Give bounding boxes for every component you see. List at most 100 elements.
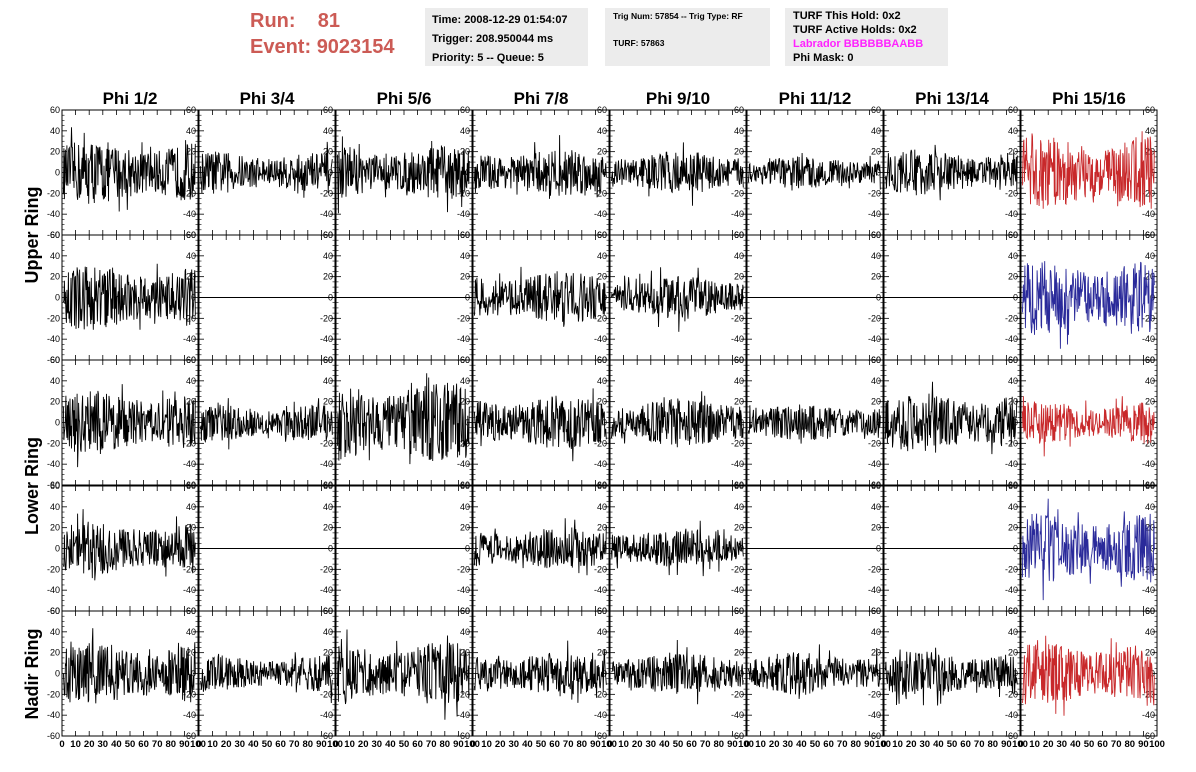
waveform-trace <box>610 267 744 332</box>
y-tick-label: 20 <box>460 648 470 658</box>
y-tick-label: 20 <box>50 648 60 658</box>
x-tick-label: 90 <box>727 739 738 750</box>
y-tick-label: 20 <box>871 523 881 533</box>
y-tick-label: -20 <box>1142 564 1155 574</box>
x-tick-label: 30 <box>509 739 520 750</box>
y-tick-label: -20 <box>457 564 470 574</box>
waveform-trace <box>199 652 333 704</box>
turf-num-text: TURF: 57863 <box>613 38 665 48</box>
y-tick-label: 40 <box>186 502 196 512</box>
x-tick-label: 60 <box>549 739 560 750</box>
y-tick-label: 0 <box>328 669 333 679</box>
y-tick-label: 60 <box>186 481 196 491</box>
y-tick-label: 60 <box>1145 481 1155 491</box>
y-tick-label: 20 <box>323 272 333 282</box>
y-tick-label: 20 <box>1008 523 1018 533</box>
y-tick-label: -20 <box>594 313 607 323</box>
ring-label-1: Upper Ring <box>22 187 42 284</box>
y-tick-label: -60 <box>731 731 744 741</box>
y-tick-label: -20 <box>320 689 333 699</box>
trigger-text: Trigger: 208.950044 ms <box>432 33 554 45</box>
x-tick-label: 80 <box>714 739 725 750</box>
y-tick-label: 60 <box>186 606 196 616</box>
y-tick-label: 40 <box>1145 251 1155 261</box>
column-title-4: Phi 7/8 <box>514 89 569 108</box>
y-tick-label: 20 <box>50 397 60 407</box>
y-tick-label: -20 <box>868 438 881 448</box>
x-tick-label: 20 <box>358 739 369 750</box>
y-tick-label: -60 <box>183 731 196 741</box>
y-tick-label: 60 <box>323 606 333 616</box>
y-tick-label: 40 <box>186 376 196 386</box>
y-tick-label: -20 <box>731 438 744 448</box>
x-tick-label: 80 <box>1125 739 1136 750</box>
y-tick-label: 60 <box>50 230 60 240</box>
x-tick-label: 90 <box>864 739 875 750</box>
y-tick-label: -40 <box>47 459 60 469</box>
y-tick-label: -60 <box>457 480 470 490</box>
y-tick-label: 20 <box>734 648 744 658</box>
y-tick-label: -60 <box>457 731 470 741</box>
y-tick-label: -20 <box>731 689 744 699</box>
y-tick-label: 60 <box>734 606 744 616</box>
y-tick-label: 60 <box>1008 606 1018 616</box>
y-tick-label: 60 <box>597 355 607 365</box>
y-tick-label: -40 <box>731 710 744 720</box>
run-value: 81 <box>317 10 341 32</box>
y-tick-label: -20 <box>594 564 607 574</box>
event-label: Event: <box>250 36 312 58</box>
x-tick-label: 60 <box>412 739 423 750</box>
waveform-trace <box>199 141 333 198</box>
y-tick-label: 60 <box>1008 355 1018 365</box>
y-tick-label: 60 <box>1008 105 1018 115</box>
y-tick-label: 40 <box>323 627 333 637</box>
waveform-trace <box>747 644 881 699</box>
x-tick-label: 20 <box>84 739 95 750</box>
y-tick-label: 0 <box>55 293 60 303</box>
y-tick-label: 20 <box>50 272 60 282</box>
y-tick-label: 40 <box>734 251 744 261</box>
waveform-trace <box>884 144 1018 201</box>
x-tick-label: 80 <box>440 739 451 750</box>
x-tick-label: 20 <box>1043 739 1054 750</box>
y-tick-label: -40 <box>1142 334 1155 344</box>
y-tick-label: 0 <box>1150 544 1155 554</box>
waveform-trace <box>199 398 333 450</box>
y-tick-label: 40 <box>1145 376 1155 386</box>
x-tick-label: 50 <box>1084 739 1095 750</box>
y-tick-label: 60 <box>50 606 60 616</box>
x-tick-label: 50 <box>810 739 821 750</box>
priority-text: Priority: 5 -- Queue: 5 <box>432 52 544 64</box>
y-tick-label: 60 <box>734 105 744 115</box>
y-tick-label: 40 <box>460 627 470 637</box>
y-tick-label: 60 <box>1008 481 1018 491</box>
y-tick-label: -20 <box>1005 313 1018 323</box>
x-tick-label: 50 <box>262 739 273 750</box>
x-tick-label: 10 <box>481 739 492 750</box>
y-tick-label: 40 <box>597 126 607 136</box>
x-tick-label: 50 <box>399 739 410 750</box>
y-tick-label: 40 <box>1008 126 1018 136</box>
waveform-trace <box>610 142 744 206</box>
waveform-trace <box>1021 131 1155 209</box>
panel-frame <box>61 359 199 486</box>
x-tick-label: 100 <box>464 739 480 750</box>
y-tick-label: -20 <box>1005 188 1018 198</box>
y-tick-label: -40 <box>457 710 470 720</box>
y-tick-label: -40 <box>183 710 196 720</box>
x-tick-label: 0 <box>333 739 338 750</box>
y-tick-label: -40 <box>868 334 881 344</box>
x-tick-label: 60 <box>138 739 149 750</box>
waveform-trace <box>610 520 744 577</box>
x-tick-label: 70 <box>289 739 300 750</box>
y-tick-label: 40 <box>1145 126 1155 136</box>
x-tick-label: 90 <box>1001 739 1012 750</box>
x-tick-label: 100 <box>327 739 343 750</box>
x-tick-label: 20 <box>221 739 232 750</box>
